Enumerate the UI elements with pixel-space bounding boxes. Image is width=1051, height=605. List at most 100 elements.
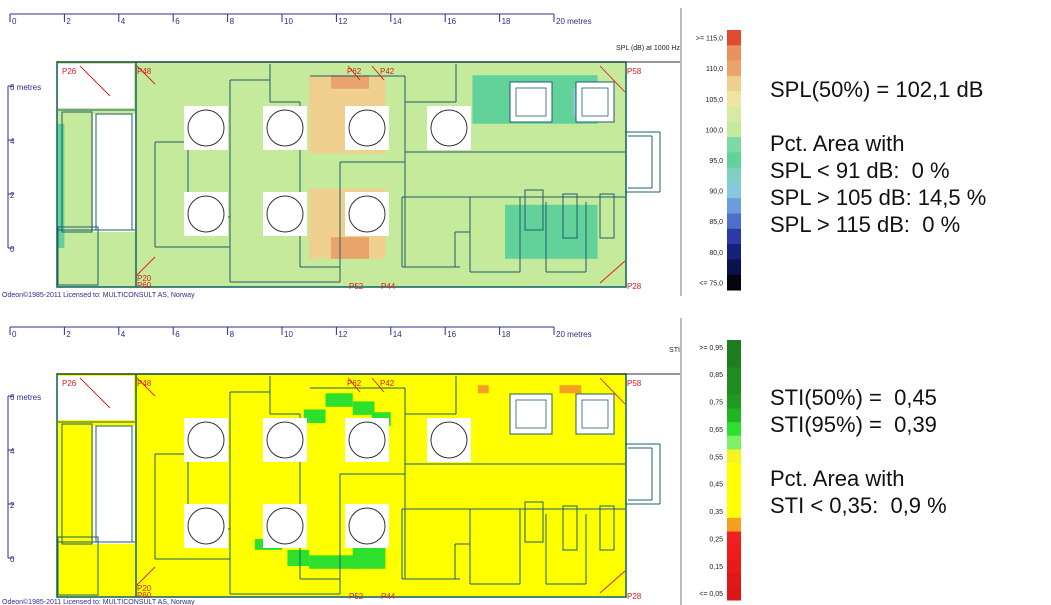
- p58-label: P58: [627, 67, 642, 76]
- legend-label-0: >= 0,95: [699, 345, 723, 352]
- door-frame-right: [95, 113, 133, 231]
- door-frame-left: [61, 111, 93, 233]
- stat-line: [770, 103, 986, 130]
- legend-swatch-14: [727, 531, 741, 546]
- legend-swatch-7: [727, 137, 741, 153]
- legend-swatch-13: [727, 517, 741, 533]
- heatmap-zone-0: [57, 123, 65, 248]
- x-tick-label-8: 16: [447, 17, 456, 26]
- p42-label: P42: [380, 379, 395, 388]
- legend-swatch-5: [727, 408, 741, 423]
- legend-swatch-4: [727, 91, 741, 107]
- column-6: [348, 195, 386, 233]
- x-tick-label-9: 18: [502, 330, 511, 339]
- heatmap-zone-6: [505, 204, 598, 259]
- legend-label-8: 0,55: [709, 454, 723, 461]
- vestibule-area: [58, 64, 134, 108]
- stat-line: STI(50%) = 0,45: [770, 385, 937, 410]
- x-tick-label-3: 6: [175, 17, 180, 26]
- measurement-marker-4: [599, 570, 626, 594]
- x-tick-label-2: 4: [121, 330, 126, 339]
- legend-swatch-3: [727, 75, 741, 92]
- legend-swatch-5: [727, 106, 741, 123]
- legend-swatch-8: [727, 449, 741, 464]
- p52-label: P52: [349, 282, 364, 291]
- x-tick-label-5: 10: [284, 17, 293, 26]
- heatmap-zone-11: [559, 385, 582, 394]
- p26-label: P26: [62, 379, 77, 388]
- measurement-marker-0: [79, 65, 111, 97]
- measurement-marker-6: [371, 377, 385, 393]
- p48-label: P48: [137, 379, 152, 388]
- x-tick-label-7: 14: [393, 17, 402, 26]
- column-1: [266, 421, 304, 459]
- legend-label-10: 90,0: [709, 189, 723, 196]
- legend-label-12: 85,0: [709, 219, 723, 226]
- y-tick-label-0: 0: [10, 555, 15, 564]
- stat-line: [770, 438, 947, 465]
- heatmap-zone-1: [352, 401, 375, 415]
- legend-swatch-7: [727, 435, 741, 450]
- legend-label-14: 0,25: [709, 536, 723, 543]
- stat-line: SPL > 105 dB: 14,5 %: [770, 185, 987, 210]
- measurement-marker-2: [599, 377, 626, 405]
- column-5: [266, 195, 304, 233]
- column-3: [430, 109, 468, 147]
- heatmap-zone-3: [330, 237, 370, 259]
- legend-label-2: 110,0: [706, 66, 723, 73]
- vestibule-area: [58, 376, 134, 420]
- p20-label: P20: [137, 274, 152, 283]
- cabinet-1: [562, 505, 578, 551]
- legend-label-0: >= 115,0: [696, 36, 723, 43]
- p52-label: P52: [349, 592, 364, 601]
- legend-swatch-16: [727, 558, 741, 574]
- column-0: [187, 109, 225, 147]
- legend-swatch-15: [727, 259, 741, 276]
- legend-swatch-13: [727, 228, 741, 245]
- opening-inner-0: [515, 399, 547, 429]
- p58-label: P58: [627, 379, 642, 388]
- corner-box: [57, 226, 99, 286]
- cabinet-1: [562, 193, 578, 239]
- p60-label: P60: [137, 591, 152, 600]
- x-tick-label-10: 20 metres: [556, 330, 592, 339]
- p44-label: P44: [381, 282, 396, 291]
- stat-line: Pct. Area with: [770, 131, 905, 156]
- column-5: [266, 507, 304, 545]
- column-2: [348, 109, 386, 147]
- legend-swatch-2: [727, 367, 741, 382]
- legend-title: STI: [669, 347, 680, 354]
- legend-swatch-9: [727, 167, 741, 184]
- credit-line: Odeon©1985-2011 Licensed to: MULTICONSUL…: [2, 598, 195, 605]
- x-tick-label-0: 0: [12, 17, 17, 26]
- legend-swatch-4: [727, 394, 741, 409]
- p42-label: P42: [380, 67, 395, 76]
- legend-swatch-17: [727, 572, 741, 587]
- heatmap-zone-4: [330, 75, 370, 89]
- stat-line: SPL > 115 dB: 0 %: [770, 212, 961, 237]
- legend-label-8: 95,0: [709, 158, 723, 165]
- legend-label-4: 0,75: [709, 400, 723, 407]
- cabinet-2: [599, 193, 615, 239]
- opening-inner-0: [515, 87, 547, 117]
- legend-swatch-3: [727, 381, 741, 396]
- x-tick-label-10: 20 metres: [556, 17, 592, 26]
- sti-statistics: STI(50%) = 0,45 STI(95%) = 0,39 Pct. Area…: [770, 384, 947, 519]
- x-tick-label-2: 4: [121, 17, 126, 26]
- legend-label-10: 0,45: [709, 482, 723, 489]
- y-tick-label-0: 0: [10, 245, 15, 254]
- legend-swatch-1: [727, 353, 741, 368]
- y-tick-label-2: 4: [10, 137, 15, 146]
- legend-swatch-2: [727, 60, 741, 77]
- legend-swatch-16: [727, 274, 741, 291]
- x-tick-label-6: 12: [338, 17, 347, 26]
- legend-swatch-8: [727, 152, 741, 169]
- corner-box: [57, 536, 99, 596]
- stat-line: Pct. Area with: [770, 466, 905, 491]
- legend-swatch-6: [727, 121, 741, 138]
- stat-line: SPL(50%) = 102,1 dB: [770, 77, 984, 102]
- heatmap-zone-9: [352, 544, 386, 569]
- measurement-marker-0: [79, 377, 111, 409]
